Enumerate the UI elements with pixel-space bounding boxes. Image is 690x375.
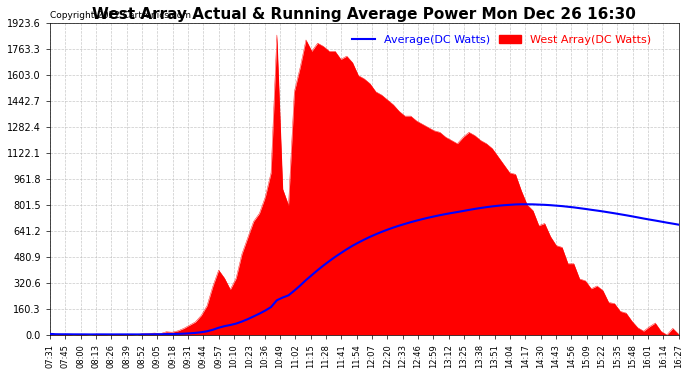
Legend: Average(DC Watts), West Array(DC Watts): Average(DC Watts), West Array(DC Watts) (349, 32, 654, 48)
Title: West Array Actual & Running Average Power Mon Dec 26 16:30: West Array Actual & Running Average Powe… (92, 7, 636, 22)
Text: Copyright 2022 Cartronics.com: Copyright 2022 Cartronics.com (50, 10, 191, 20)
